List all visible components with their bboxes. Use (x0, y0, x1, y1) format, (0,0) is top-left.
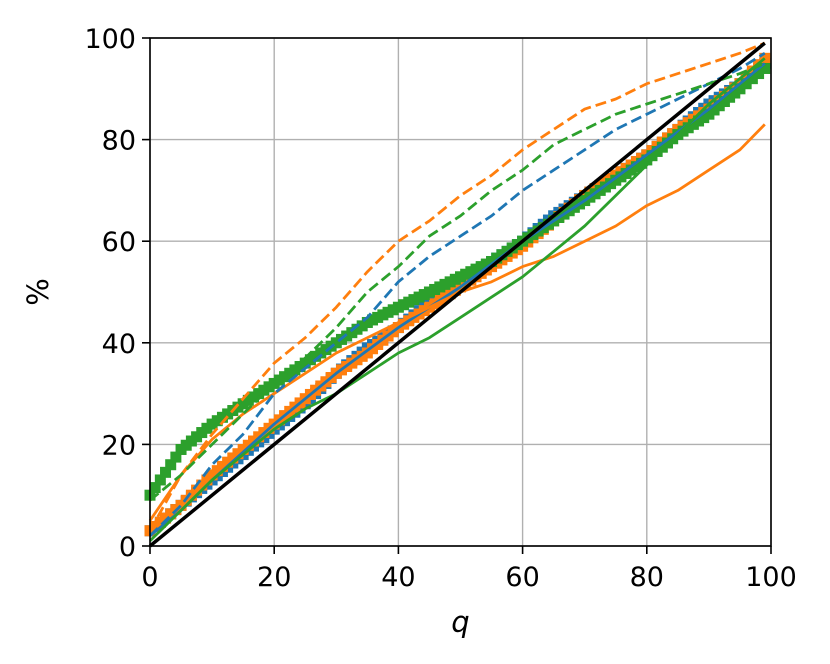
y-tick-label: 20 (102, 430, 136, 461)
y-tick-label: 0 (119, 532, 136, 563)
y-tick-label: 60 (102, 227, 136, 258)
series-6 (149, 57, 766, 542)
y-tick-label: 40 (102, 329, 136, 360)
series-line (148, 41, 766, 548)
square-marker (154, 474, 166, 486)
series-4 (148, 41, 766, 532)
x-axis-label: q (451, 605, 469, 639)
square-marker (746, 65, 758, 77)
square-marker (149, 482, 161, 494)
series-line (148, 41, 766, 532)
plot-frame (149, 37, 772, 547)
x-tick-label: 60 (505, 562, 539, 593)
square-marker (740, 78, 752, 90)
x-tick-label: 20 (257, 562, 291, 593)
x-tick-label: 100 (745, 562, 797, 593)
series-line (149, 62, 766, 502)
series-line (149, 52, 766, 537)
series-line (149, 57, 766, 542)
square-marker (170, 451, 182, 463)
x-tick-label: 40 (381, 562, 415, 593)
x-tick-label: 80 (630, 562, 664, 593)
square-marker (160, 466, 172, 478)
square-marker (746, 73, 758, 85)
plot-series (144, 41, 771, 548)
y-tick-label: 80 (102, 126, 136, 157)
square-marker (759, 62, 771, 74)
square-marker (165, 459, 177, 471)
y-axis-label: % (21, 278, 55, 306)
square-marker (753, 68, 765, 80)
series-1 (149, 52, 766, 537)
y-tick-label: 100 (84, 24, 136, 55)
series-7 (149, 62, 766, 502)
square-marker (734, 83, 746, 95)
axis-ticks: 0 20 40 60 80 100 0 20 40 60 80 100 (84, 24, 796, 593)
series-9 (148, 41, 766, 548)
x-tick-label: 0 (141, 562, 158, 593)
